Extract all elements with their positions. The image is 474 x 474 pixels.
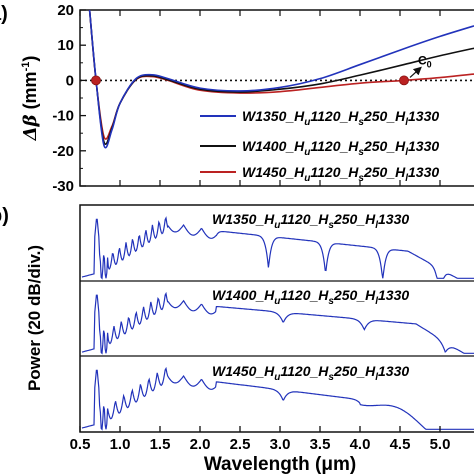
series-line-black (88, 9, 474, 145)
spectrum-line-1 (81, 216, 474, 280)
b-xtick-label: 2.5 (230, 436, 251, 453)
a-ytick-label: 10 (57, 37, 74, 54)
a-ytick-label: -10 (52, 108, 74, 125)
a-ytick-label: -30 (52, 178, 74, 195)
b-xtick-label: 4.5 (390, 436, 411, 453)
panel-a-ylabel: Δβ (mm-1) (20, 56, 41, 142)
subpanel-label-w1350: W1350_Hu1120_Hs250_Hl1330 (212, 211, 409, 231)
panel-b-frame (79, 204, 474, 433)
panel-b-ylabel: Power (20 dB/div.) (25, 245, 44, 391)
b-xtick-label: 1.0 (110, 436, 131, 453)
b-xtick-label: 5.0 (430, 436, 451, 453)
panel-a: -30 -20 -10 0 10 20 C0 W1350_Hu1120_Hs250_Hl1… (20, 2, 474, 195)
panel-a-frame (79, 9, 474, 187)
panel-b-label: b) (0, 205, 9, 227)
subpanel-label-w1450: W1450_Hu1120_Hs250_Hl1330 (212, 363, 409, 383)
b-xtick-label: 3.0 (270, 436, 291, 453)
legend-label-w1450: W1450_Hu1120_Hs250_Hl1330 (242, 164, 439, 184)
legend-label-w1350: W1350_Hu1120_Hs250_Hl1330 (242, 108, 439, 128)
a-ytick-label: 0 (66, 72, 74, 89)
crossing-marker (399, 75, 409, 86)
subpanel-label-w1400: W1400_Hu1120_Hs250_Hl1330 (212, 287, 409, 307)
b-xtick-label: 1.5 (150, 436, 171, 453)
spectrum-line-3 (81, 366, 474, 431)
spectrum-line-2 (81, 291, 474, 355)
c0-arrow (409, 66, 422, 78)
series-line-red (88, 9, 474, 140)
a-ytick-label: -20 (52, 143, 74, 160)
x-axis-label: Wavelength (μm) (204, 454, 356, 474)
b-xtick-label: 3.5 (310, 436, 331, 453)
b-xtick-label: 0.5 (70, 436, 91, 453)
series-line-blue (88, 9, 474, 149)
legend: W1350_Hu1120_Hs250_Hl1330 W1400_Hu1120_H… (200, 108, 439, 184)
panel-b: W1350_Hu1120_Hs250_Hl1330 W1400_Hu1120_H… (25, 10, 474, 474)
c0-label: C0 (418, 53, 432, 69)
c0-annotation: C0 (409, 53, 432, 78)
legend-label-w1400: W1400_Hu1120_Hs250_Hl1330 (242, 138, 439, 158)
panel-a-label: a) (0, 3, 8, 25)
crossing-marker (91, 75, 101, 86)
b-xtick-label: 2.0 (190, 436, 211, 453)
b-xtick-label: 4.0 (350, 436, 371, 453)
a-ytick-label: 20 (57, 2, 74, 19)
